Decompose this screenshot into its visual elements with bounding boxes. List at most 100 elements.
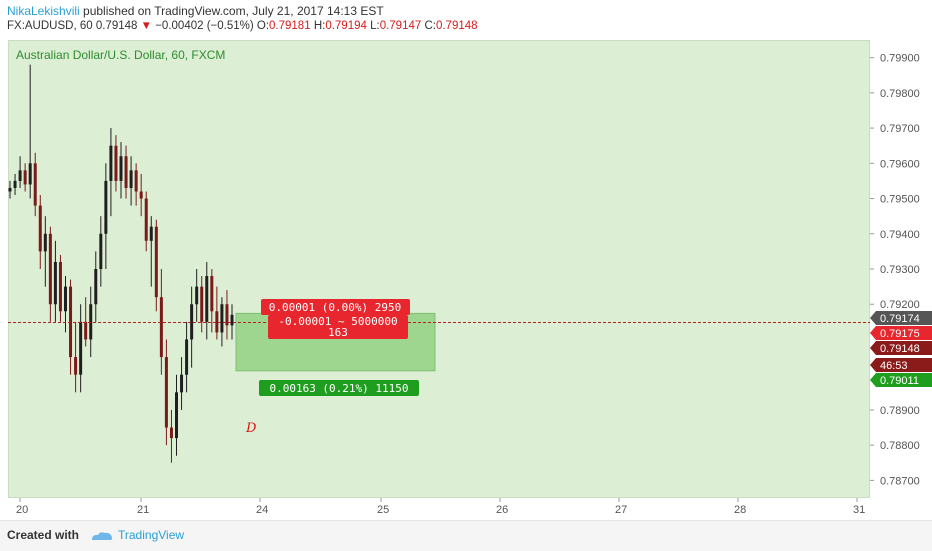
- low-value: 0.79147: [379, 20, 422, 32]
- annotation-d: D: [245, 421, 257, 436]
- candle-body: [185, 339, 189, 375]
- candle-body: [195, 286, 199, 305]
- price-tag-box: [876, 326, 932, 340]
- middle-label-line1: -0.00001 ~ 5000000: [278, 315, 397, 328]
- candle-body: [129, 170, 133, 188]
- price-tag-text: 0.79148: [880, 343, 920, 355]
- stop-label-text: 0.00001 (0.00%) 2950: [269, 301, 401, 314]
- middle-label-box: [268, 315, 408, 339]
- candle-body: [200, 286, 204, 322]
- candle-body: [48, 233, 52, 305]
- high-label: H:: [313, 20, 326, 32]
- candle-body: [220, 304, 224, 333]
- down-arrow-icon: ▼: [140, 20, 153, 32]
- y-tick-label: 0.79300: [880, 264, 920, 276]
- candle-body: [43, 233, 47, 252]
- x-tick-label: 31: [853, 504, 865, 516]
- ohlc-header: FX:AUDUSD, 60 0.79148 ▼ −0.00402 (−0.51%…: [7, 20, 478, 32]
- candle-body: [230, 314, 234, 326]
- tradingview-brand-link[interactable]: TradingView: [118, 528, 185, 542]
- candle-body: [139, 191, 143, 199]
- target-label-text: 0.00163 (0.21%) 11150: [269, 382, 408, 395]
- candle-body: [205, 276, 209, 322]
- candle-body: [94, 269, 98, 305]
- symbol-line: FX:AUDUSD, 60: [7, 20, 93, 32]
- price-tag-text: 0.79011: [880, 375, 919, 387]
- candle-body: [119, 156, 123, 181]
- y-tick-label: 0.79200: [880, 299, 920, 311]
- high-value: 0.79194: [325, 20, 367, 32]
- low-label: L:: [370, 20, 380, 32]
- close-value: 0.79148: [435, 20, 478, 32]
- y-tick-label: 0.79400: [880, 229, 920, 241]
- open-value: 0.79181: [269, 20, 311, 32]
- price-tag-arrow: [870, 341, 876, 355]
- candle-body: [28, 163, 32, 185]
- candle-body: [124, 156, 128, 188]
- y-tick-label: 0.79900: [880, 53, 920, 65]
- candle-body: [144, 198, 148, 241]
- candle-body: [8, 187, 12, 192]
- candle-body: [215, 311, 219, 333]
- published-text: published on TradingView.com, July 21, 2…: [79, 4, 384, 18]
- candle-body: [180, 374, 184, 393]
- candle-body: [64, 286, 67, 312]
- candle-body: [18, 170, 22, 181]
- candle-body: [33, 163, 37, 206]
- x-tick-label: 27: [615, 504, 627, 516]
- x-tick-label: 28: [734, 504, 746, 516]
- y-tick-label: 0.78900: [880, 405, 920, 417]
- author-link[interactable]: NikaLekishvili: [7, 4, 80, 18]
- y-tick-label: 0.78800: [880, 440, 920, 452]
- candle-body: [210, 276, 214, 312]
- close-label: C:: [424, 20, 436, 32]
- stop-label-box: [261, 299, 410, 315]
- footer: Created with TradingView: [0, 520, 932, 551]
- candle-body: [99, 233, 103, 269]
- open-label: O:: [256, 20, 270, 32]
- candle-body: [175, 392, 178, 439]
- candle-body: [109, 145, 113, 181]
- price-tag-box: [876, 341, 932, 355]
- price-tag-box: [876, 311, 932, 325]
- price-tag-arrow: [870, 326, 876, 340]
- candle-body: [84, 321, 88, 340]
- y-tick-label: 0.79500: [880, 194, 920, 206]
- x-tick-label: 21: [137, 504, 149, 516]
- x-tick-label: 26: [496, 504, 508, 516]
- change-value: −0.00402 (−0.51%): [155, 20, 254, 32]
- target-label-box: [259, 380, 419, 396]
- price-tag-box: [876, 373, 932, 387]
- y-tick-label: 0.78700: [880, 475, 920, 487]
- candle-body: [38, 205, 42, 252]
- price-tag-arrow: [870, 358, 876, 372]
- candle-body: [149, 226, 153, 241]
- candle-body: [190, 304, 194, 340]
- price-tag-box: [876, 358, 932, 372]
- candle-body: [114, 145, 118, 181]
- chart-title: Australian Dollar/U.S. Dollar, 60, FXCM: [16, 48, 226, 62]
- last-price: 0.79148: [95, 20, 138, 32]
- candle-body: [159, 297, 163, 358]
- price-tag-text: 0.79174: [880, 313, 920, 325]
- created-with-text: Created with: [7, 528, 80, 542]
- x-tick-label: 25: [377, 504, 389, 516]
- candle-body: [104, 180, 108, 234]
- publish-header: NikaLekishvili published on TradingView.…: [7, 4, 384, 18]
- plot-area[interactable]: [8, 40, 870, 498]
- x-tick-label: 20: [16, 504, 28, 516]
- price-tag-arrow: [870, 373, 876, 387]
- candle-body: [79, 321, 83, 375]
- candle-body: [134, 170, 138, 192]
- price-tag-text: 46:53: [880, 360, 908, 372]
- y-tick-label: 0.79800: [880, 88, 920, 100]
- y-tick-label: 0.79600: [880, 158, 920, 170]
- candle-body: [69, 286, 73, 358]
- candle-body: [13, 180, 17, 188]
- candle-body: [154, 226, 158, 298]
- price-tag-arrow: [870, 311, 876, 325]
- candle-body: [58, 261, 62, 312]
- middle-label-line2: 163: [328, 326, 348, 339]
- candle-body: [169, 427, 173, 439]
- tradingview-logo-icon: [92, 532, 113, 540]
